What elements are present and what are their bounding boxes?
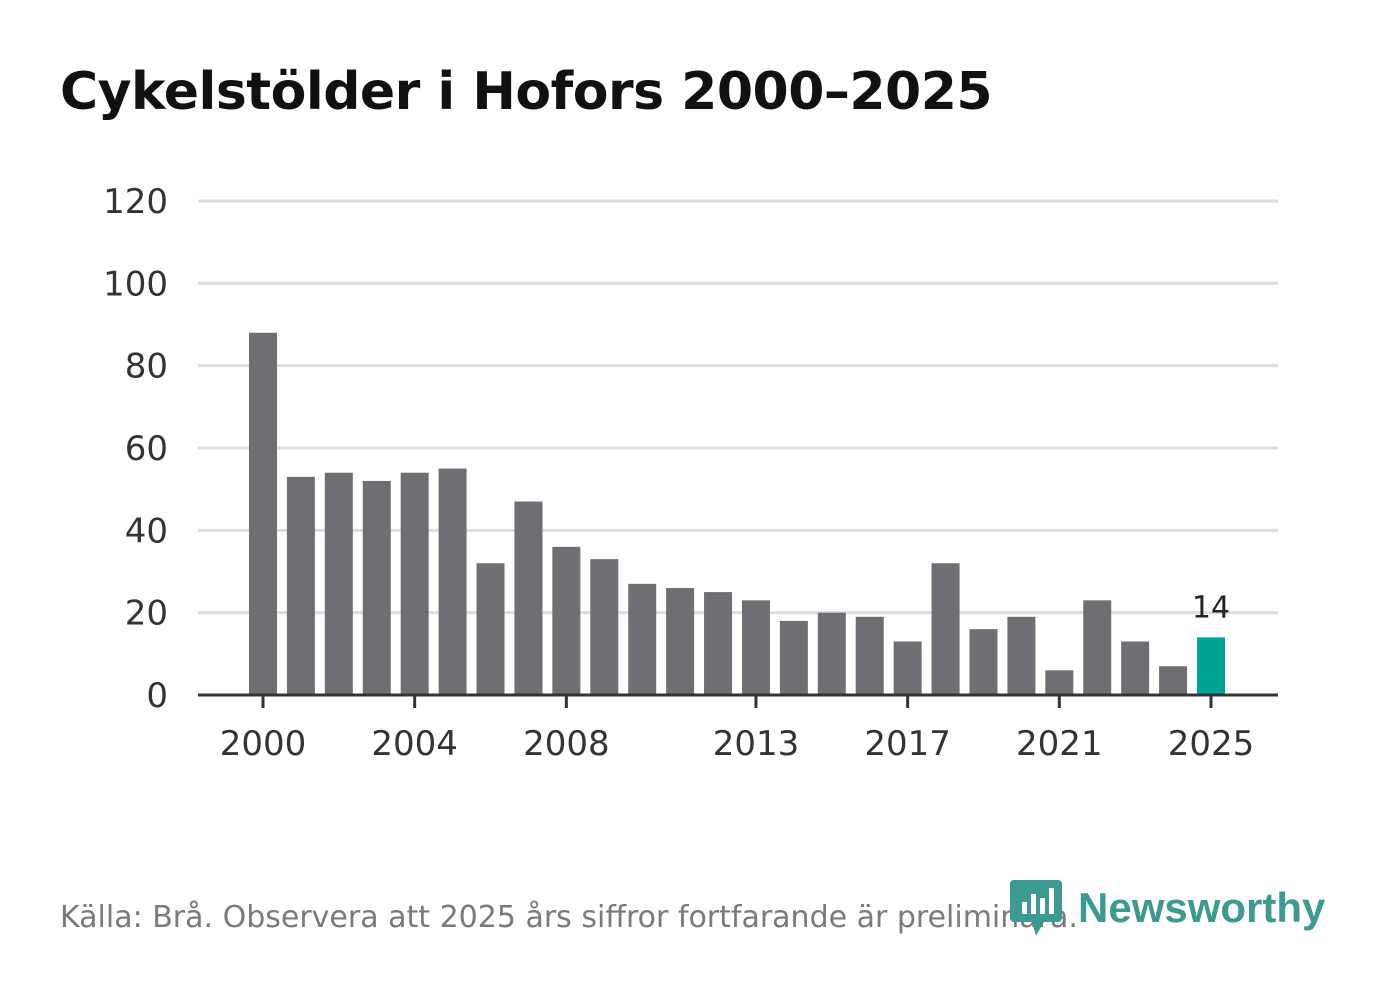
bar-2013 [741,600,770,695]
y-tick-label: 80 [125,347,168,387]
bar-chart-speech-bubble-icon [1010,880,1062,936]
bar-2001 [286,476,315,695]
y-tick-label: 120 [103,182,168,222]
x-tick-label: 2013 [713,724,800,764]
x-tick-label: 2025 [1168,724,1255,764]
x-tick-label: 2004 [371,724,458,764]
bar-2019 [969,629,998,695]
bar-2012 [704,592,733,695]
x-tick-label: 2000 [220,724,307,764]
y-tick-label: 0 [146,676,168,716]
gridlines [198,199,1278,615]
chart-title: Cykelstölder i Hofors 2000–2025 [60,62,993,122]
bar-2007 [514,501,543,695]
bar-2011 [666,587,695,695]
y-tick-label: 20 [125,594,168,634]
bar-2004 [400,472,429,695]
bar-2022 [1083,600,1112,695]
x-tick-label: 2017 [864,724,951,764]
bar-2010 [628,583,657,695]
source-note: Källa: Brå. Observera att 2025 års siffr… [60,900,1078,935]
y-tick-label: 60 [125,429,168,469]
bar-2006 [476,563,505,695]
bar-2014 [779,620,808,695]
bar-2023 [1121,641,1150,695]
bar-2017 [893,641,922,695]
x-axis-ticks: 2000 2004 2008 2013 2017 2021 2025 [220,695,1255,764]
bar-2003 [362,480,391,695]
bar-2025 [1197,637,1225,695]
bar-2018 [931,563,960,695]
brand-name: Newsworthy [1078,884,1326,931]
data-label-2025: 14 [1192,590,1230,625]
x-tick-label: 2021 [1016,724,1103,764]
y-tick-label: 40 [125,511,168,551]
bar-2008 [552,546,581,695]
newsworthy-logo: Newsworthy [1010,878,1325,938]
data-labels: 14 [1192,590,1230,625]
bars [249,332,1225,695]
bar-2002 [324,472,353,695]
bar-2015 [817,612,846,695]
y-tick-label: 100 [103,264,168,304]
x-tick-label: 2008 [523,724,610,764]
bar-2024 [1159,666,1188,695]
bar-2009 [590,559,619,695]
bar-2000 [249,332,277,695]
bar-2005 [438,468,467,695]
y-axis-ticks: 0 20 40 60 80 100 120 [103,182,168,716]
bar-2020 [1007,616,1036,695]
bar-2016 [855,616,884,695]
bar-2021 [1045,670,1074,695]
